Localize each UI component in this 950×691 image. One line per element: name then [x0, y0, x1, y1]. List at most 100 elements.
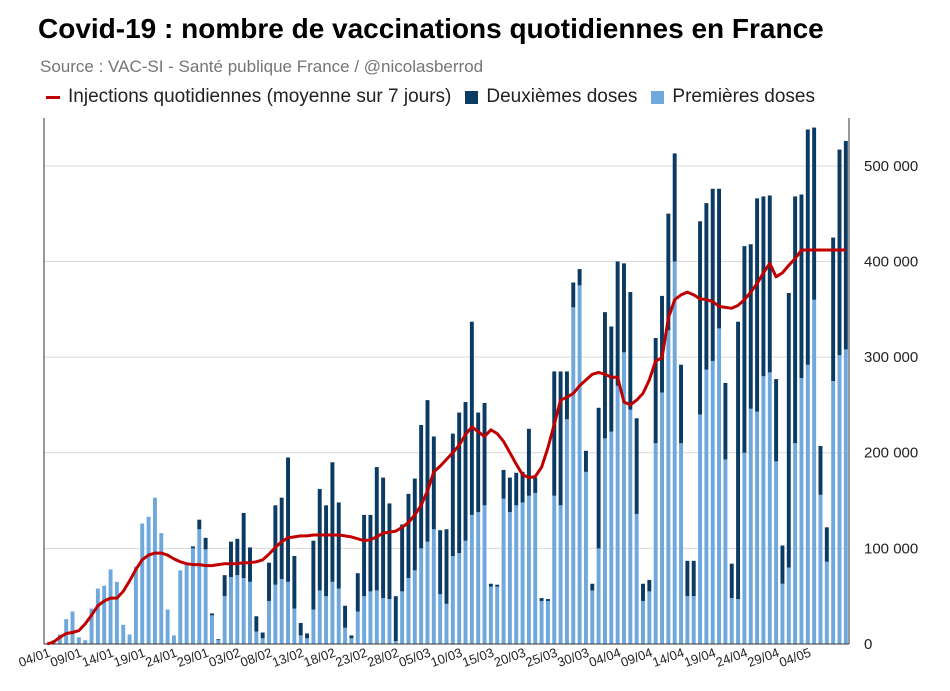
bar-deuxiemes-doses	[786, 293, 791, 568]
bar-deuxiemes-doses	[558, 371, 563, 506]
bar-deuxiemes-doses	[672, 153, 677, 262]
x-tick-label: 08/02	[238, 645, 274, 670]
bar-premieres-doses	[520, 502, 525, 644]
bar-deuxiemes-doses	[729, 563, 734, 599]
bar-premieres-doses	[514, 505, 519, 644]
bar-deuxiemes-doses	[767, 195, 772, 373]
bar-premieres-doses	[824, 561, 829, 644]
bar-premieres-doses	[412, 570, 417, 644]
bar-premieres-doses	[248, 581, 252, 644]
x-tick-label: 19/01	[112, 645, 148, 670]
bar-premieres-doses	[374, 590, 379, 644]
x-tick-label: 03/02	[207, 645, 243, 670]
bar-premieres-doses	[305, 638, 310, 644]
bar-deuxiemes-doses	[381, 477, 386, 599]
bar-premieres-doses	[457, 553, 462, 644]
bar-premieres-doses	[355, 611, 360, 644]
bar-deuxiemes-doses	[203, 537, 208, 550]
x-tick-label: 04/04	[587, 645, 623, 670]
x-tick-label: 23/02	[333, 645, 369, 670]
bar-deuxiemes-doses	[248, 547, 252, 582]
bar-premieres-doses	[381, 598, 386, 644]
bar-premieres-doses	[419, 548, 424, 644]
x-tick-label: 29/01	[175, 645, 211, 670]
bar-deuxiemes-doses	[343, 605, 348, 628]
x-tick-label: 18/02	[302, 645, 338, 670]
bar-deuxiemes-doses	[400, 524, 405, 592]
bar-premieres-doses	[495, 586, 500, 644]
bar-premieres-doses	[666, 330, 671, 644]
bar-premieres-doses	[362, 596, 367, 644]
bar-deuxiemes-doses	[273, 505, 278, 585]
bar-deuxiemes-doses	[362, 514, 367, 597]
bar-premieres-doses	[400, 591, 405, 644]
x-tick-label: 10/03	[428, 645, 464, 670]
bar-premieres-doses	[710, 360, 715, 644]
bar-deuxiemes-doses	[723, 382, 728, 460]
bar-premieres-doses	[431, 529, 436, 644]
bar-deuxiemes-doses	[514, 472, 519, 506]
x-tick-label: 14/04	[650, 645, 686, 670]
bar-deuxiemes-doses	[254, 616, 259, 632]
bar-deuxiemes-doses	[368, 514, 373, 592]
bar-deuxiemes-doses	[425, 400, 430, 542]
bar-deuxiemes-doses	[286, 457, 291, 582]
bar-deuxiemes-doses	[539, 598, 544, 601]
bar-premieres-doses	[571, 307, 576, 644]
bar-premieres-doses	[393, 641, 398, 644]
bar-premieres-doses	[628, 409, 633, 644]
x-tick-label: 15/03	[460, 645, 496, 670]
bar-deuxiemes-doses	[431, 436, 436, 530]
bar-premieres-doses	[267, 600, 271, 644]
bar-premieres-doses	[368, 591, 373, 644]
bar-premieres-doses	[311, 609, 316, 644]
bar-deuxiemes-doses	[241, 512, 246, 579]
bar-deuxiemes-doses	[260, 632, 265, 639]
bar-premieres-doses	[95, 588, 100, 644]
bar-deuxiemes-doses	[615, 261, 620, 386]
bar-deuxiemes-doses	[311, 540, 316, 610]
legend-label-premieres: Premières doses	[672, 86, 815, 107]
bar-premieres-doses	[748, 408, 753, 644]
x-tick-label: 04/01	[16, 645, 52, 670]
x-tick-label: 24/04	[714, 645, 750, 670]
bar-premieres-doses	[564, 419, 569, 644]
y-tick-label: 500 000	[864, 158, 918, 175]
bar-deuxiemes-doses	[577, 269, 582, 286]
bar-premieres-doses	[691, 596, 696, 644]
chart-subtitle: Source : VAC-SI - Santé publique France …	[40, 57, 484, 76]
legend-item-deuxiemes: Deuxièmes doses	[465, 86, 637, 108]
bar-deuxiemes-doses	[305, 633, 310, 639]
bar-premieres-doses	[286, 581, 291, 644]
x-tick-label: 28/02	[365, 645, 401, 670]
bar-deuxiemes-doses	[634, 418, 639, 514]
bar-premieres-doses	[273, 584, 278, 644]
bar-premieres-doses	[602, 438, 607, 644]
bar-premieres-doses	[229, 577, 233, 644]
bar-deuxiemes-doses	[229, 541, 233, 578]
bar-deuxiemes-doses	[812, 127, 817, 300]
y-tick-label: 300 000	[864, 349, 918, 366]
bar-premieres-doses	[786, 567, 791, 644]
bar-premieres-doses	[685, 596, 690, 644]
bar-deuxiemes-doses	[501, 469, 506, 499]
bar-deuxiemes-doses	[641, 583, 645, 601]
x-tick-label: 04/05	[777, 645, 813, 670]
bar-premieres-doses	[70, 611, 75, 644]
bar-premieres-doses	[463, 540, 468, 644]
bar-deuxiemes-doses	[774, 379, 779, 462]
x-tick-label: 20/03	[492, 645, 528, 670]
bar-premieres-doses	[641, 600, 645, 644]
bar-premieres-doses	[729, 598, 734, 644]
bar-deuxiemes-doses	[533, 477, 538, 493]
bar-premieres-doses	[501, 498, 506, 644]
bar-deuxiemes-doses	[450, 433, 455, 557]
bar-deuxiemes-doses	[336, 502, 341, 589]
bar-deuxiemes-doses	[374, 467, 379, 591]
bar-deuxiemes-doses	[647, 579, 652, 592]
bar-deuxiemes-doses	[330, 462, 335, 582]
bar-premieres-doses	[583, 471, 588, 644]
bar-premieres-doses	[254, 631, 259, 644]
bar-premieres-doses	[241, 578, 246, 644]
